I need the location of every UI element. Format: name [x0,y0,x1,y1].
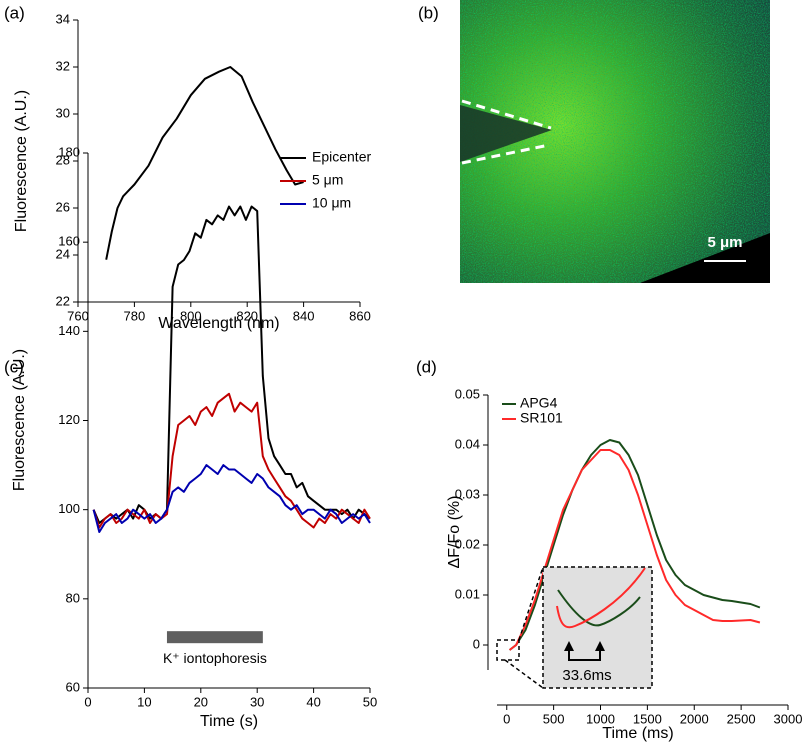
y-axis-title: Fluorescence (A.U.) [13,90,30,232]
legend-label: Epicenter [312,149,371,165]
y-axis-title: ΔF/Fo (%) [446,496,463,569]
y-tick-label: 0.01 [455,586,480,601]
scale-bar-label: 5 μm [707,234,742,251]
stimulus-bar [166,631,263,644]
inset-label: 33.6ms [562,667,611,684]
y-tick-label: 34 [56,11,70,26]
x-tick-label: 3000 [774,711,803,726]
y-tick-label: 26 [56,199,70,214]
x-tick-label: 50 [363,694,377,709]
y-tick-label: 160 [58,234,80,249]
y-tick-label: 100 [58,501,80,516]
x-axis-title: Time (s) [200,713,258,730]
x-tick-label: 860 [349,308,371,323]
y-tick-label: 0.02 [455,536,480,551]
x-axis-title: Time (ms) [602,725,673,742]
interval-bracket [568,656,601,661]
legend-label: 5 μm [312,172,343,188]
x-tick-label: 780 [124,308,146,323]
pipette-outline [461,99,552,130]
x-tick-label: 2500 [727,711,756,726]
y-tick-label: 60 [66,679,80,694]
dark-corner [640,233,770,283]
x-tick-label: 760 [67,308,89,323]
y-tick-label: 120 [58,412,80,427]
x-tick-label: 10 [137,694,151,709]
x-tick-label: 0 [84,694,91,709]
y-axis-title: Fluorescence (A.U.) [11,349,28,491]
panel-label: (d) [416,357,437,376]
x-tick-label: 20 [194,694,208,709]
data-line [92,205,371,524]
pipette-shadow [460,105,552,162]
data-line [92,392,371,529]
legend-label: APG4 [520,395,558,411]
zoom-connector [518,566,544,641]
panel-label: (a) [4,3,25,22]
y-tick-label: 0.03 [455,486,480,501]
x-tick-label: 2000 [680,711,709,726]
zoom-box [496,639,520,661]
y-tick-label: 140 [58,323,80,338]
data-line [508,449,761,651]
y-tick-label: 0.04 [455,436,480,451]
panel-label: (c) [4,357,24,376]
y-tick-label: 32 [56,58,70,73]
data-line [508,439,761,651]
y-tick-label: 24 [56,246,70,261]
inset-curve [556,567,646,629]
y-tick-label: 22 [56,293,70,308]
data-line [105,66,304,260]
panel-label: (b) [418,3,439,22]
x-tick-label: 1000 [586,711,615,726]
x-tick-label: 820 [236,308,258,323]
y-tick-label: 0.05 [455,386,480,401]
stimulus-label: K⁺ iontophoresis [163,650,267,666]
x-axis-title: Wavelength (nm) [158,315,279,332]
x-tick-label: 840 [293,308,315,323]
x-tick-label: 1500 [633,711,662,726]
data-line [92,464,371,533]
y-tick-label: 80 [66,590,80,605]
zoom-connector [504,659,544,689]
x-tick-label: 0 [503,711,510,726]
x-tick-label: 40 [306,694,320,709]
y-tick-label: 0 [473,636,480,651]
y-tick-label: 28 [56,152,70,167]
y-tick-label: 180 [58,144,80,159]
x-tick-label: 30 [250,694,264,709]
inset-curve [557,589,641,627]
inset [542,566,653,689]
x-tick-label: 500 [543,711,565,726]
legend-label: SR101 [520,410,563,426]
x-tick-label: 800 [180,308,202,323]
y-tick-label: 30 [56,105,70,120]
legend-label: 10 μm [312,195,351,211]
